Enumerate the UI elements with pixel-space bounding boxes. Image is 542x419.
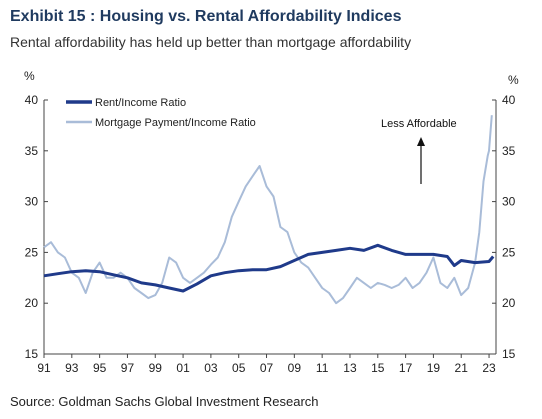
x-tick-label: 09 (288, 361, 302, 375)
x-tick-label: 23 (482, 361, 496, 375)
mortgage-income-series-line (43, 115, 493, 305)
y-tick-label-left: 35 (25, 144, 39, 158)
y-tick-label-left: 20 (25, 296, 39, 310)
x-tick-label: 03 (204, 361, 218, 375)
y-tick-label-left: 15 (25, 347, 39, 361)
rent-income-series-line (43, 243, 495, 293)
chart-title: Exhibit 15 : Housing vs. Rental Affordab… (10, 8, 402, 25)
x-tick-label: 15 (371, 361, 385, 375)
y-tick-label-right: 25 (502, 245, 516, 259)
x-tick-label: 07 (260, 361, 274, 375)
source-note: Source: Goldman Sachs Global Investment … (10, 394, 319, 409)
x-tick-label: 91 (37, 361, 51, 375)
y-tick-label-right: 40 (502, 93, 516, 107)
x-tick-label: 99 (149, 361, 163, 375)
x-tick-label: 11 (316, 361, 329, 375)
y-unit-left: % (24, 69, 35, 83)
annotation-less-affordable: Less Affordable (381, 118, 457, 130)
y-tick-label-right: 15 (502, 347, 516, 361)
y-tick-label-right: 20 (502, 296, 516, 310)
x-tick-label: 13 (343, 361, 357, 375)
y-tick-label-left: 30 (25, 195, 39, 209)
x-tick-label: 95 (93, 361, 107, 375)
annotation-arrow-head (417, 137, 425, 146)
legend-label-rent: Rent/Income Ratio (95, 97, 186, 109)
y-tick-label-left: 25 (25, 245, 39, 259)
y-tick-label-right: 35 (502, 144, 516, 158)
legend-label-mortgage: Mortgage Payment/Income Ratio (95, 117, 256, 129)
x-tick-label: 05 (232, 361, 246, 375)
x-tick-label: 19 (427, 361, 441, 375)
x-tick-label: 01 (176, 361, 190, 375)
x-tick-label: 21 (455, 361, 469, 375)
x-tick-label: 97 (121, 361, 135, 375)
y-tick-label-right: 30 (502, 195, 516, 209)
y-tick-label-left: 40 (25, 93, 39, 107)
chart-subtitle: Rental affordability has held up better … (10, 34, 412, 50)
y-unit-right: % (508, 73, 519, 87)
x-tick-label: 93 (65, 361, 79, 375)
x-tick-label: 17 (399, 361, 413, 375)
